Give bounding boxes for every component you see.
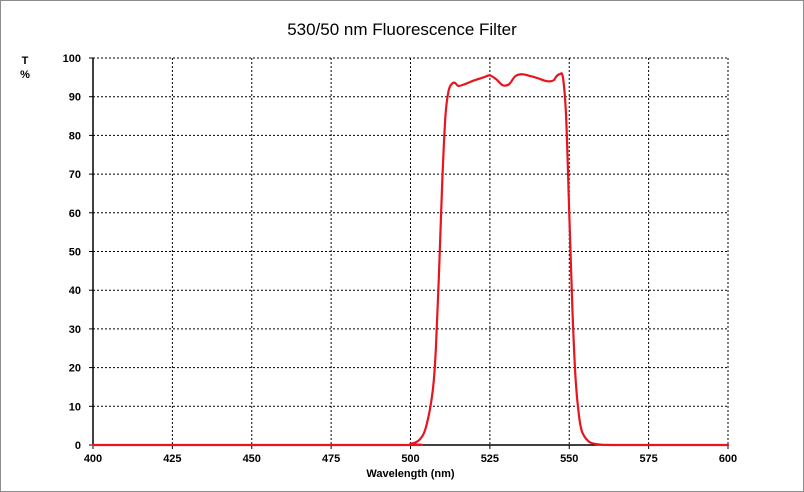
x-tick-label-450: 450	[243, 453, 261, 465]
series-line-0	[91, 72, 730, 447]
chart-title: 530/50 nm Fluorescence Filter	[287, 20, 517, 39]
y-tick-label-80: 80	[69, 130, 81, 142]
y-axis-label-line-2: %	[20, 69, 30, 81]
y-tick-label-20: 20	[69, 363, 81, 375]
series-group	[91, 72, 730, 447]
y-axis-label-line-1: T	[21, 55, 29, 67]
y-tick-label-70: 70	[69, 169, 81, 181]
tick-labels: 400 425 450 475 500 525 550 575 600 0 10 20 30 40 50 60…	[63, 53, 738, 465]
x-tick-label-600: 600	[719, 453, 737, 465]
x-axis-label: Wavelength (nm)	[366, 468, 455, 480]
x-tick-label-425: 425	[163, 453, 181, 465]
y-tick-label-60: 60	[69, 208, 81, 220]
x-tick-label-575: 575	[639, 453, 657, 465]
y-tick-label-30: 30	[69, 324, 81, 336]
grid	[93, 57, 728, 445]
y-tick-label-100: 100	[63, 53, 81, 65]
y-tick-label-0: 0	[75, 440, 81, 452]
x-tick-label-400: 400	[84, 453, 102, 465]
x-tick-label-475: 475	[322, 453, 340, 465]
y-tick-label-50: 50	[69, 247, 81, 259]
y-tick-label-10: 10	[69, 401, 81, 413]
y-axis-label: T %	[17, 54, 33, 82]
x-tick-label-550: 550	[560, 453, 578, 465]
y-tick-label-40: 40	[69, 285, 81, 297]
axes	[89, 57, 729, 449]
y-tick-label-90: 90	[69, 92, 81, 104]
x-tick-label-525: 525	[481, 453, 499, 465]
x-tick-label-500: 500	[401, 453, 419, 465]
